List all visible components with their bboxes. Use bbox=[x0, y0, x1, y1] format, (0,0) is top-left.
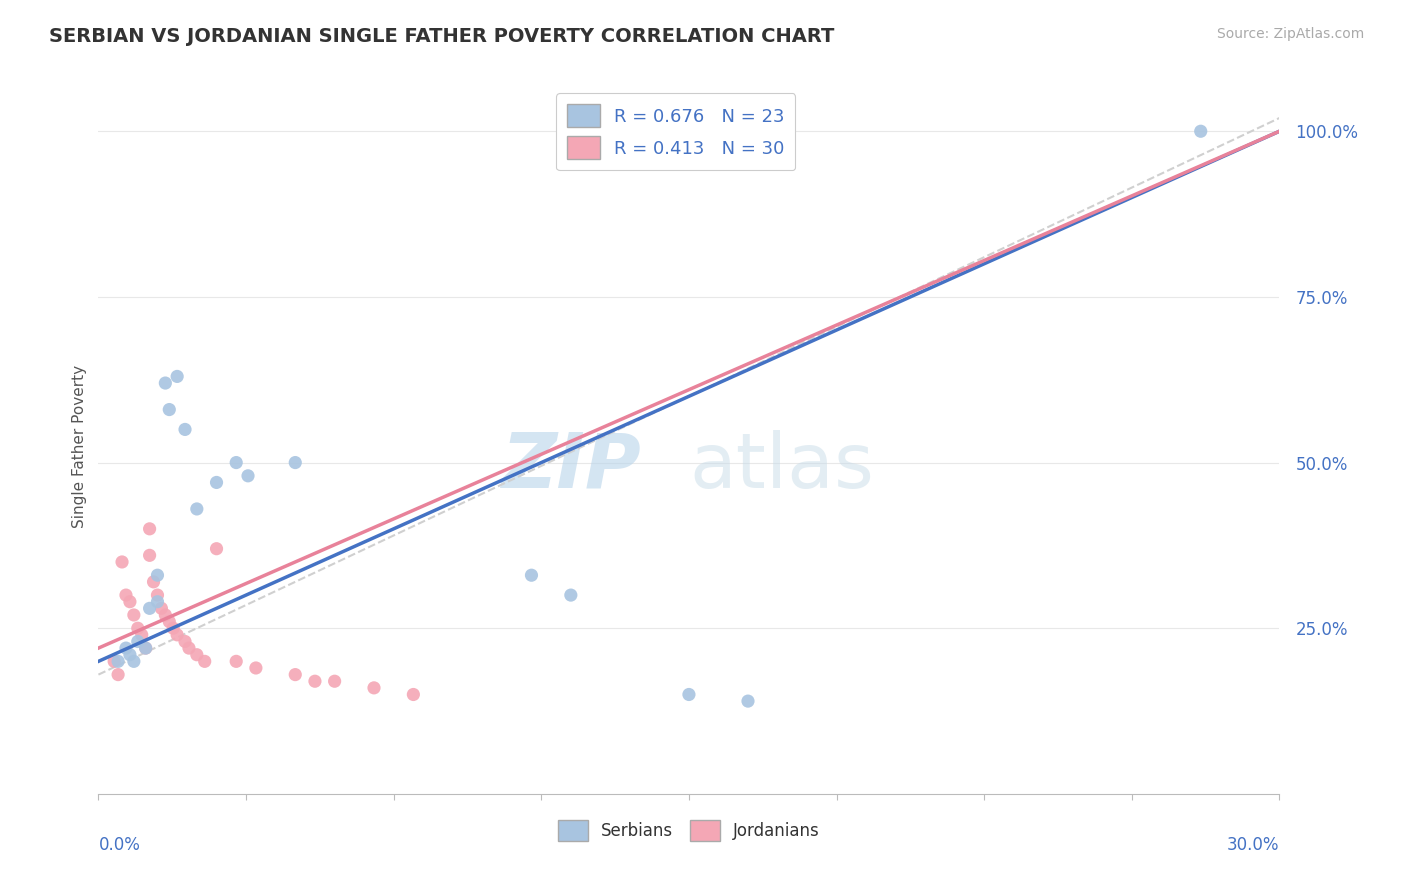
Point bbox=[107, 654, 129, 668]
Point bbox=[284, 456, 307, 470]
Point bbox=[118, 595, 141, 609]
Point bbox=[177, 641, 200, 656]
Point bbox=[194, 654, 217, 668]
Point bbox=[122, 654, 145, 668]
Point bbox=[1189, 124, 1212, 138]
Point bbox=[150, 601, 173, 615]
Text: SERBIAN VS JORDANIAN SINGLE FATHER POVERTY CORRELATION CHART: SERBIAN VS JORDANIAN SINGLE FATHER POVER… bbox=[49, 27, 835, 45]
Point bbox=[186, 502, 208, 516]
Text: ZIP: ZIP bbox=[502, 430, 641, 504]
Point bbox=[107, 667, 129, 681]
Point bbox=[166, 369, 188, 384]
Point bbox=[323, 674, 346, 689]
Point bbox=[162, 621, 184, 635]
Text: atlas: atlas bbox=[689, 430, 873, 504]
Point bbox=[157, 402, 180, 417]
Point bbox=[737, 694, 759, 708]
Text: Source: ZipAtlas.com: Source: ZipAtlas.com bbox=[1216, 27, 1364, 41]
Point bbox=[678, 688, 700, 702]
Point bbox=[111, 555, 134, 569]
Point bbox=[402, 688, 425, 702]
Point bbox=[363, 681, 385, 695]
Point bbox=[205, 475, 228, 490]
Point bbox=[205, 541, 228, 556]
Point bbox=[560, 588, 582, 602]
Point bbox=[127, 621, 149, 635]
Point bbox=[155, 607, 177, 622]
Point bbox=[146, 595, 169, 609]
Point bbox=[186, 648, 208, 662]
Text: 0.0%: 0.0% bbox=[98, 836, 141, 854]
Point bbox=[155, 376, 177, 390]
Point bbox=[115, 641, 138, 656]
Point bbox=[225, 456, 247, 470]
Point bbox=[138, 522, 160, 536]
Text: 30.0%: 30.0% bbox=[1227, 836, 1279, 854]
Point bbox=[284, 667, 307, 681]
Point bbox=[236, 468, 259, 483]
Point bbox=[146, 588, 169, 602]
Point bbox=[520, 568, 543, 582]
Point bbox=[146, 568, 169, 582]
Point bbox=[103, 654, 125, 668]
Point bbox=[122, 607, 145, 622]
Point bbox=[142, 574, 165, 589]
Point bbox=[138, 549, 160, 563]
Point bbox=[225, 654, 247, 668]
Point bbox=[166, 628, 188, 642]
Point bbox=[131, 628, 153, 642]
Point bbox=[157, 615, 180, 629]
Point bbox=[245, 661, 267, 675]
Point bbox=[304, 674, 326, 689]
Point bbox=[118, 648, 141, 662]
Point bbox=[135, 641, 157, 656]
Y-axis label: Single Father Poverty: Single Father Poverty bbox=[72, 365, 87, 527]
Point bbox=[174, 422, 197, 436]
Point bbox=[135, 641, 157, 656]
Point bbox=[138, 601, 160, 615]
Legend: Serbians, Jordanians: Serbians, Jordanians bbox=[551, 814, 827, 848]
Point bbox=[127, 634, 149, 648]
Point bbox=[115, 588, 138, 602]
Point bbox=[174, 634, 197, 648]
